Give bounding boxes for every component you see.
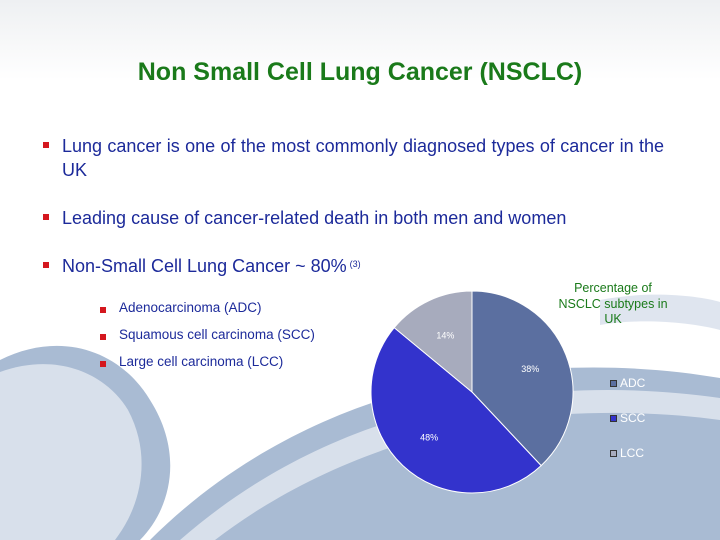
sub-bullet-item: Large cell carcinoma (LCC) (100, 354, 315, 370)
legend-label: SCC (620, 411, 646, 425)
reference-superscript: (3) (349, 259, 361, 269)
sub-bullet-text: Squamous cell carcinoma (SCC) (119, 327, 315, 342)
bullet-text: Leading cause of cancer-related death in… (62, 208, 567, 228)
bullet-marker (43, 262, 49, 268)
bullet-item: Lung cancer is one of the most commonly … (42, 134, 664, 182)
sub-bullet-item: Squamous cell carcinoma (SCC) (100, 327, 315, 343)
bullet-item: Leading cause of cancer-related death in… (42, 206, 664, 230)
bullet-marker (43, 214, 49, 220)
legend-label: LCC (620, 446, 645, 460)
legend-swatch (610, 379, 617, 387)
legend-swatch (610, 449, 617, 457)
sub-bullet-list: Adenocarcinoma (ADC) Squamous cell carci… (100, 300, 315, 381)
legend-label: ADC (620, 376, 646, 390)
bullet-item: Non-Small Cell Lung Cancer ~ 80% (3) (42, 254, 664, 278)
pie-slice-scc (370, 326, 542, 494)
chart-title: Percentage of NSCLC subtypes in UK (558, 281, 668, 326)
bullet-text: Non-Small Cell Lung Cancer ~ 80% (62, 256, 347, 276)
pie-slice-adc (471, 290, 574, 467)
sub-bullet-marker (100, 307, 106, 313)
pie-label-lcc: 14% (436, 330, 454, 340)
chart-legend: ADC SCC LCC (610, 376, 645, 481)
legend-item-scc: SCC (610, 411, 645, 425)
sub-bullet-marker (100, 361, 106, 367)
slide-title: Non Small Cell Lung Cancer (NSCLC) (137, 58, 583, 86)
legend-swatch (610, 414, 617, 422)
pie-slice-lcc (393, 290, 473, 394)
pie-label-adc: 38% (521, 364, 539, 374)
bullet-list: Lung cancer is one of the most commonly … (42, 134, 664, 302)
bullet-marker (43, 142, 49, 148)
bullet-text: Lung cancer is one of the most commonly … (62, 136, 664, 180)
sub-bullet-text: Large cell carcinoma (LCC) (119, 354, 284, 369)
legend-item-adc: ADC (610, 376, 645, 390)
sub-bullet-text: Adenocarcinoma (ADC) (119, 300, 262, 315)
sub-bullet-marker (100, 334, 106, 340)
sub-bullet-item: Adenocarcinoma (ADC) (100, 300, 315, 316)
pie-label-scc: 48% (420, 433, 438, 443)
legend-item-lcc: LCC (610, 446, 645, 460)
